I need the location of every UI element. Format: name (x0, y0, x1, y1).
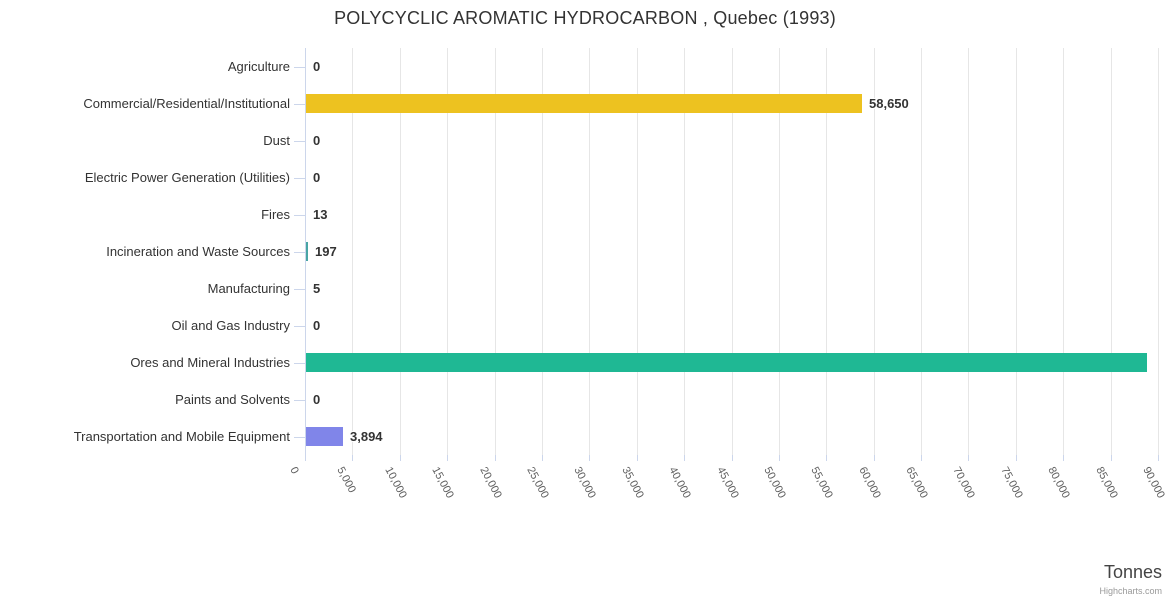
value-label: 3,894 (350, 428, 383, 444)
gridline (921, 48, 923, 455)
x-axis-tick (636, 455, 638, 461)
x-axis-tick-label: 30,000 (571, 465, 599, 501)
gridline (826, 48, 828, 455)
gridline (447, 48, 449, 455)
category-label: Manufacturing (207, 280, 290, 296)
x-axis-tick (731, 455, 733, 461)
x-axis-tick-label: 0 (287, 465, 301, 477)
x-axis-tick (305, 455, 306, 461)
category-axis-tick (294, 215, 305, 216)
category-label: Paints and Solvents (175, 391, 290, 407)
x-axis-tick (399, 455, 401, 461)
category-axis-tick (294, 104, 305, 105)
category-label: Ores and Mineral Industries (130, 354, 290, 370)
bar[interactable] (306, 427, 343, 446)
x-axis-tick (352, 455, 354, 461)
chart-title: POLYCYCLIC AROMATIC HYDROCARBON , Quebec… (334, 8, 836, 28)
x-axis-tick-label: 60,000 (856, 465, 883, 501)
gridline (1158, 48, 1159, 455)
x-axis-tick (778, 455, 780, 461)
category-label: Transportation and Mobile Equipment (73, 428, 290, 444)
x-axis-tick (541, 455, 543, 461)
x-axis-tick-label: 50,000 (761, 465, 788, 501)
gridline (541, 48, 543, 455)
x-axis-tick (1110, 455, 1112, 461)
value-label: 0 (313, 317, 321, 333)
x-axis-tick-label: 65,000 (903, 465, 930, 501)
category-axis-tick (294, 67, 305, 68)
gridline (494, 48, 496, 455)
x-axis-tick (968, 455, 970, 461)
x-axis-tick-label: 40,000 (666, 465, 693, 501)
gridline (636, 48, 638, 455)
gridline (968, 48, 970, 455)
category-label: Commercial/Residential/Institutional (83, 95, 290, 111)
gridline (589, 48, 591, 455)
gridline (1015, 48, 1017, 455)
x-axis-tick-label: 80,000 (1045, 465, 1073, 501)
value-label: 58,650 (869, 95, 909, 111)
category-axis-tick (294, 400, 305, 401)
x-axis-tick-label: 10,000 (382, 465, 409, 501)
category-axis-tick (294, 289, 305, 290)
x-axis-tick (494, 455, 496, 461)
value-label: 5 (313, 280, 321, 296)
category-axis-tick (294, 178, 305, 179)
gridline (1110, 48, 1112, 455)
category-axis-tick (294, 326, 305, 327)
category-label: Fires (261, 206, 290, 222)
gridline (352, 48, 354, 455)
gridline (731, 48, 733, 455)
x-axis-tick (1158, 455, 1159, 461)
gridline (1063, 48, 1065, 455)
category-label: Dust (263, 132, 290, 148)
x-axis-tick (1063, 455, 1065, 461)
x-axis-tick-label: 70,000 (950, 465, 978, 501)
x-axis-tick-label: 5,000 (334, 465, 359, 495)
x-axis-tick-label: 15,000 (429, 465, 456, 501)
category-label: Incineration and Waste Sources (106, 243, 290, 259)
bar[interactable] (306, 353, 1147, 372)
value-label: 0 (313, 391, 321, 407)
x-axis-tick (921, 455, 923, 461)
category-axis-tick (294, 252, 305, 253)
category-axis-tick (294, 363, 305, 364)
x-axis-tick (447, 455, 449, 461)
x-axis-tick (589, 455, 591, 461)
x-axis-tick (826, 455, 828, 461)
gridline (399, 48, 401, 455)
highcharts-credits-link[interactable]: Highcharts.com (1099, 586, 1162, 596)
gridline (873, 48, 875, 455)
gridline (684, 48, 686, 455)
value-label: 197 (315, 243, 337, 259)
x-axis-tick (1015, 455, 1017, 461)
bar[interactable] (306, 94, 862, 113)
category-label: Agriculture (227, 58, 290, 74)
x-axis-tick-label: 45,000 (713, 465, 741, 501)
x-axis-tick-label: 25,000 (524, 465, 551, 501)
value-label: 0 (313, 58, 321, 74)
category-label: Electric Power Generation (Utilities) (84, 169, 290, 185)
y-axis-line (305, 48, 306, 455)
bar[interactable] (306, 242, 308, 261)
x-axis-tick-label: 85,000 (1093, 465, 1120, 501)
x-axis-tick-label: 55,000 (808, 465, 836, 501)
value-label: 0 (313, 132, 321, 148)
category-label: Oil and Gas Industry (171, 317, 291, 333)
value-label: 13 (313, 206, 328, 222)
x-axis-tick-label: 75,000 (998, 465, 1025, 501)
category-axis-tick (294, 437, 305, 438)
gridline (778, 48, 780, 455)
value-label: 0 (313, 169, 321, 185)
x-axis-tick (684, 455, 686, 461)
x-axis-tick (873, 455, 875, 461)
x-axis-tick-label: 35,000 (619, 465, 646, 501)
x-axis-title: Tonnes (1103, 562, 1162, 582)
x-axis-tick-label: 20,000 (476, 465, 504, 501)
category-axis-tick (294, 141, 305, 142)
x-axis-tick-label: 90,000 (1140, 465, 1167, 501)
